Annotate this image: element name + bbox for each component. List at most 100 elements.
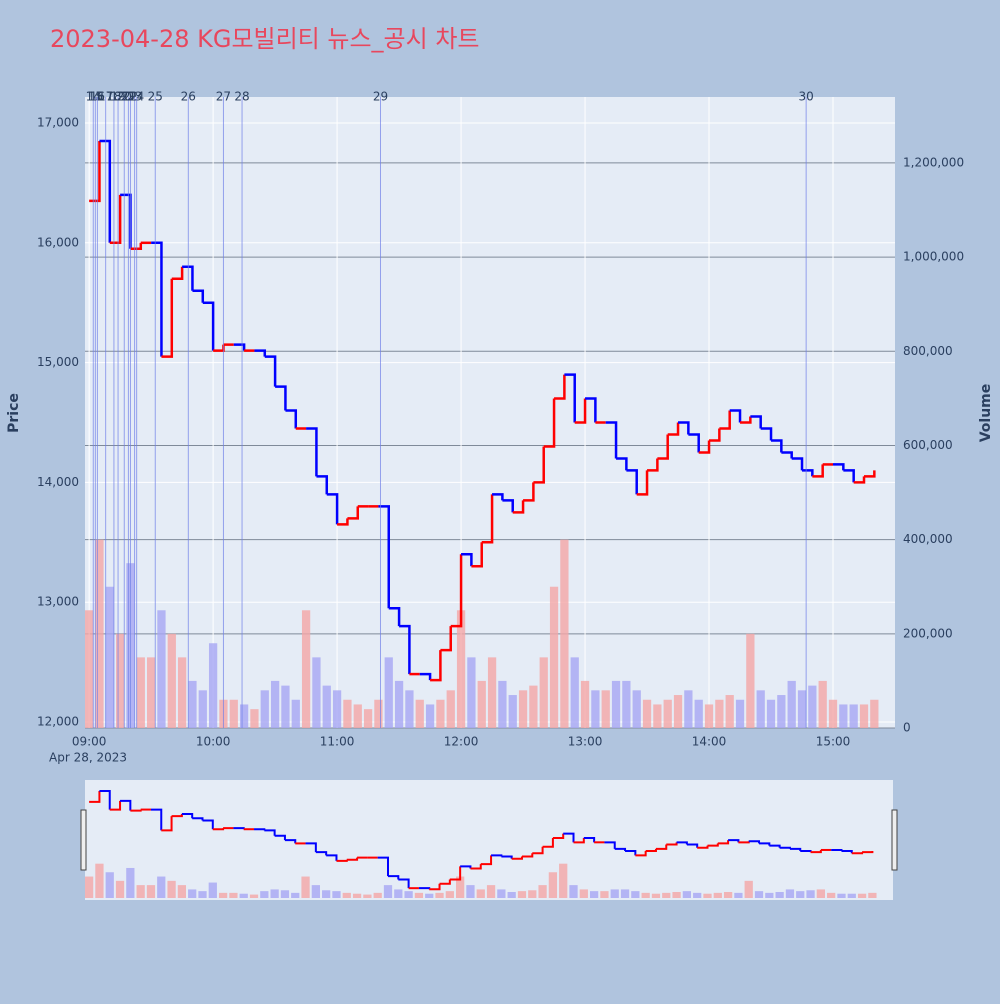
price-candle [171, 266, 184, 280]
price-candle [760, 427, 773, 441]
price-candle [647, 458, 659, 472]
slider-volume-bar [703, 893, 712, 898]
volume-bar [735, 699, 745, 728]
price-candle [285, 409, 298, 429]
slider-price [315, 851, 328, 856]
slider-volume-bar [466, 885, 475, 898]
news-label: 26 [181, 90, 196, 104]
y2-tick-label: 200,000 [903, 626, 953, 640]
y2-tick-label: 1,000,000 [903, 250, 964, 264]
slider-volume-bar [775, 891, 784, 898]
slider-volume-bar [383, 885, 393, 898]
volume-bar [301, 610, 311, 728]
volume-bar [673, 695, 683, 728]
volume-bar [601, 690, 610, 728]
slider-price [284, 839, 297, 844]
price-candle [89, 140, 101, 203]
range-handle-left[interactable] [80, 809, 87, 871]
y-tick-label: 13,000 [37, 595, 79, 609]
y-tick-label: 15,000 [37, 355, 79, 369]
price-candle [585, 397, 597, 423]
slider-volume-bar [363, 894, 372, 898]
price-candle [440, 626, 452, 652]
slider-volume-bar [713, 892, 722, 898]
price-candle [182, 265, 194, 291]
slider-volume-bar [404, 891, 413, 898]
slider-volume-bar [559, 863, 568, 898]
slider-volume-bar [476, 889, 485, 898]
slider-volume-bar [857, 893, 867, 898]
slider-volume-bar [435, 892, 444, 898]
volume-bar [229, 699, 238, 728]
slider-volume-bar [414, 892, 424, 898]
volume-bar [239, 704, 249, 728]
x-tick-label: 15:00 [816, 735, 851, 749]
slider-price [635, 851, 647, 857]
range-handle-right[interactable] [891, 809, 898, 871]
range-slider[interactable] [85, 780, 893, 900]
slider-price [449, 866, 462, 881]
volume-bar [580, 680, 590, 728]
news-label: 24 [129, 90, 144, 104]
slider-price [810, 849, 822, 854]
price-candle [151, 241, 163, 357]
slider-volume-bar [579, 889, 588, 898]
slider-volume-bar [301, 876, 310, 898]
price-candle [492, 493, 504, 501]
price-candle [264, 355, 277, 387]
slider-volume-bar [486, 885, 496, 898]
slider-price [625, 850, 637, 856]
price-candle [481, 494, 494, 544]
price-candle [523, 482, 535, 502]
slider-volume-bar [311, 885, 320, 898]
slider-volume-bar [291, 892, 300, 898]
y2-axis-title: Volume [978, 384, 994, 443]
y-tick-label: 12,000 [37, 715, 79, 729]
volume-bar [622, 680, 631, 728]
slider-volume-bar [785, 889, 795, 898]
volume-bar [177, 657, 187, 728]
volume-bar [694, 699, 703, 728]
x-tick-label: 11:00 [320, 735, 355, 749]
volume-bar [343, 699, 352, 728]
slider-price [150, 808, 163, 831]
slider-price [109, 800, 122, 811]
slider-price [686, 843, 699, 848]
slider-price [480, 855, 493, 866]
volume-bar [725, 695, 734, 728]
volume-bar [632, 690, 641, 728]
slider-volume-bar [641, 892, 650, 898]
volume-bar [518, 690, 528, 728]
slider-volume-bar [425, 893, 434, 898]
slider-volume-bar [198, 891, 207, 898]
slider-volume-bar [600, 891, 609, 898]
slider-price [439, 879, 451, 885]
slider-volume-bar [806, 890, 815, 898]
volume-bar [870, 699, 879, 728]
slider-volume-bar [332, 891, 341, 898]
price-candle [698, 440, 711, 454]
price-candle [99, 139, 112, 243]
volume-bar [146, 657, 156, 728]
slider-price [831, 848, 843, 852]
price-candle [740, 416, 752, 424]
slider-price [604, 841, 616, 849]
price-candle [781, 451, 793, 459]
price-candle [843, 469, 855, 483]
y2-tick-label: 0 [903, 721, 911, 735]
news-label: 25 [148, 90, 163, 104]
volume-bar [828, 699, 838, 728]
price-candle [275, 385, 287, 411]
volume-bar [704, 704, 714, 728]
volume-bar [415, 699, 424, 728]
volume-bar [456, 610, 466, 728]
volume-bar [766, 699, 776, 728]
volume-bar [508, 695, 517, 728]
slider-price [563, 832, 575, 843]
slider-price [202, 819, 214, 830]
volume-bar [312, 657, 321, 728]
volume-bar [188, 680, 197, 728]
slider-volume-bar [672, 891, 681, 898]
news-label: 29 [373, 90, 388, 104]
